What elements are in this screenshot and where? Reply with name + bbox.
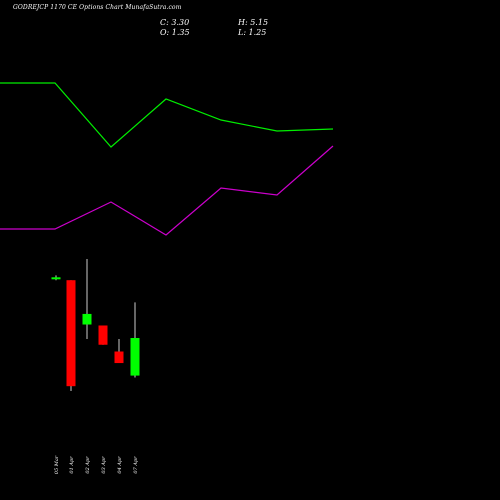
candle-body <box>130 338 140 376</box>
candle-02-apr <box>82 259 92 339</box>
date-tick-label: 05 Mar <box>54 455 60 474</box>
green-indicator-line <box>0 82 334 148</box>
date-axis: 05 Mar 01 Apr 02 Apr 03 Apr 04 Apr 07 Apr <box>54 455 139 474</box>
open-value: O: 1.35 <box>160 28 190 37</box>
candles <box>51 259 140 391</box>
candle-04-apr <box>114 338 124 364</box>
chart-header: GODREJCP 1170 CE Options Chart MunafaSut… <box>0 0 500 40</box>
low-value: L: 1.25 <box>238 28 267 37</box>
date-tick-label: 04 Apr <box>117 456 123 474</box>
high-value: H: 5.15 <box>238 18 269 27</box>
chart-title: GODREJCP 1170 CE Options Chart MunafaSut… <box>13 4 182 11</box>
candle-body <box>66 280 76 387</box>
candle-03-apr <box>98 325 108 345</box>
date-tick-label: 01 Apr <box>69 456 75 474</box>
candle-body <box>51 277 61 280</box>
indicator-lines <box>0 82 334 236</box>
candle-body <box>114 351 124 364</box>
candle-05-mar <box>51 275 61 281</box>
date-tick-label: 03 Apr <box>101 456 107 474</box>
date-tick-label: 02 Apr <box>85 456 91 474</box>
close-value: C: 3.30 <box>160 18 190 27</box>
date-tick-label: 07 Apr <box>133 456 139 474</box>
candle-07-apr <box>130 302 140 378</box>
candle-body <box>98 325 108 345</box>
candle-body <box>82 313 92 325</box>
candle-01-apr <box>66 280 76 391</box>
magenta-indicator-line <box>0 145 334 236</box>
